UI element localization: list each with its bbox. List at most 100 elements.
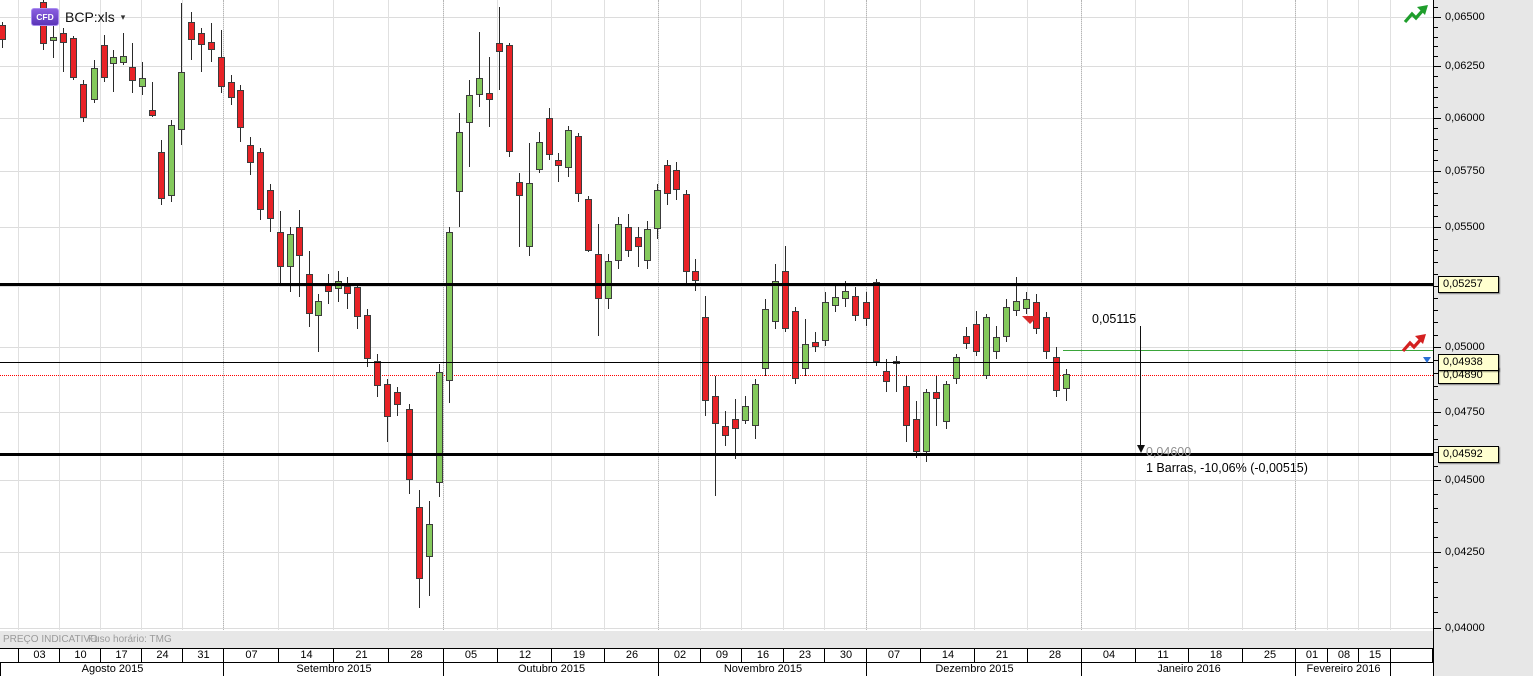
candle — [178, 72, 185, 130]
measure-arrow — [1140, 326, 1141, 445]
candle — [1023, 299, 1030, 309]
month-boundary-line — [1081, 0, 1082, 630]
axis-tick — [1434, 386, 1438, 387]
candle — [466, 95, 473, 123]
week-date-cell: 12 — [497, 649, 552, 662]
candle — [0, 25, 6, 40]
axis-tick — [1434, 193, 1438, 194]
axis-tick-label: 0,05500 — [1445, 221, 1485, 233]
candle — [782, 271, 789, 329]
axis-tick — [1434, 522, 1438, 523]
candle — [644, 229, 651, 261]
candle-wick — [638, 227, 639, 267]
axis-tick — [1434, 567, 1438, 568]
price-axis[interactable]: 0,06500 0,06250 0,06000 0,05750 0,05500 0,052… — [1433, 0, 1533, 676]
axis-tick — [1434, 205, 1438, 206]
week-date-cell: 08 — [1327, 649, 1360, 662]
week-date-cell: 26 — [604, 649, 659, 662]
axis-tick-label: 0,04000 — [1445, 622, 1485, 634]
timezone-label: Fuso horário: TMG — [88, 634, 172, 645]
axis-tick — [1434, 160, 1438, 161]
candle — [120, 56, 127, 63]
axis-tick — [1434, 27, 1438, 28]
axis-major-tick — [1434, 227, 1441, 228]
axis-major-tick — [1434, 171, 1441, 172]
axis-major-tick — [1434, 286, 1441, 287]
candle — [50, 37, 57, 41]
candle-wick — [113, 50, 114, 92]
candle — [692, 271, 699, 281]
axis-tick — [1434, 466, 1438, 467]
v-gridline — [278, 0, 279, 630]
v-gridline — [182, 0, 183, 630]
candle — [742, 406, 749, 421]
month-cell-empty — [1390, 663, 1433, 676]
axis-tick — [1434, 597, 1438, 598]
axis-tick — [1434, 335, 1438, 336]
week-date-cell: 21 — [333, 649, 389, 662]
week-date-cell: 07 — [866, 649, 921, 662]
candle — [60, 33, 67, 43]
candle — [1043, 317, 1050, 352]
month-cell: Fevereiro 2016 — [1295, 663, 1391, 676]
chart-plot-area: 0,05115 0,04600 1 Barras, -10,06% (-0,0051… — [0, 0, 1433, 631]
candle — [664, 165, 671, 194]
v-gridline — [1027, 0, 1028, 630]
symbol-name[interactable]: BCP:xls — [65, 9, 115, 25]
axis-tick — [1434, 250, 1438, 251]
support-resistance-line[interactable] — [0, 283, 1433, 286]
axis-major-tick — [1434, 480, 1441, 481]
candle — [91, 68, 98, 100]
v-gridline — [59, 0, 60, 630]
h-gridline — [0, 227, 1433, 228]
order-line[interactable] — [1063, 350, 1433, 351]
h-gridline — [0, 17, 1433, 18]
week-date-cell: 18 — [1188, 649, 1243, 662]
axis-tick — [1434, 425, 1438, 426]
candle — [752, 384, 759, 426]
date-axis-row[interactable]: 03 10 17 24 31 07 14 21 28 05 12 19 26 02 09 16 23 30 07 14… — [0, 648, 1433, 663]
candle — [426, 524, 433, 557]
week-date-cell: 28 — [1027, 649, 1082, 662]
week-date-cell: 14 — [920, 649, 975, 662]
price-marker-box[interactable]: 0,04938 — [1438, 354, 1499, 371]
candle-wick — [318, 294, 319, 352]
v-gridline — [497, 0, 498, 630]
trend-up-green-icon[interactable] — [1403, 5, 1430, 27]
week-date-cell: 03 — [18, 649, 60, 662]
v-gridline — [1135, 0, 1136, 630]
chevron-down-icon[interactable]: ▾ — [120, 11, 126, 22]
candle-wick — [715, 376, 716, 496]
trend-red-icon[interactable] — [1401, 334, 1428, 356]
candle — [933, 392, 940, 399]
support-resistance-line[interactable] — [0, 453, 1433, 456]
h-gridline — [0, 66, 1433, 67]
candle — [101, 45, 108, 78]
symbol-header[interactable]: CFD BCP:xls ▾ — [31, 8, 125, 26]
price-marker-box[interactable]: 0,04592 — [1438, 446, 1499, 463]
price-marker-box[interactable]: 0,05257 — [1438, 276, 1499, 293]
candle — [973, 324, 980, 352]
v-gridline — [741, 0, 742, 630]
candle — [812, 342, 819, 347]
v-gridline — [700, 0, 701, 630]
axis-tick — [1434, 439, 1438, 440]
horizontal-price-line[interactable] — [0, 362, 1433, 363]
candle — [762, 309, 769, 369]
month-cell: Janeiro 2016 — [1081, 663, 1296, 676]
v-gridline — [1242, 0, 1243, 630]
candle — [456, 132, 463, 192]
axis-tick-label: 0,05750 — [1445, 165, 1485, 177]
axis-tick — [1434, 37, 1438, 38]
axis-tick — [1434, 216, 1438, 217]
week-date-cell: 11 — [1135, 649, 1190, 662]
week-date-cell: 25 — [1242, 649, 1297, 662]
axis-tick — [1434, 322, 1438, 323]
axis-tick — [1434, 298, 1438, 299]
candle — [296, 227, 303, 256]
v-gridline — [1358, 0, 1359, 630]
sell-marker-icon — [1022, 316, 1038, 324]
week-date-cell: 04 — [1081, 649, 1136, 662]
candle — [654, 190, 661, 229]
candle — [536, 142, 543, 170]
